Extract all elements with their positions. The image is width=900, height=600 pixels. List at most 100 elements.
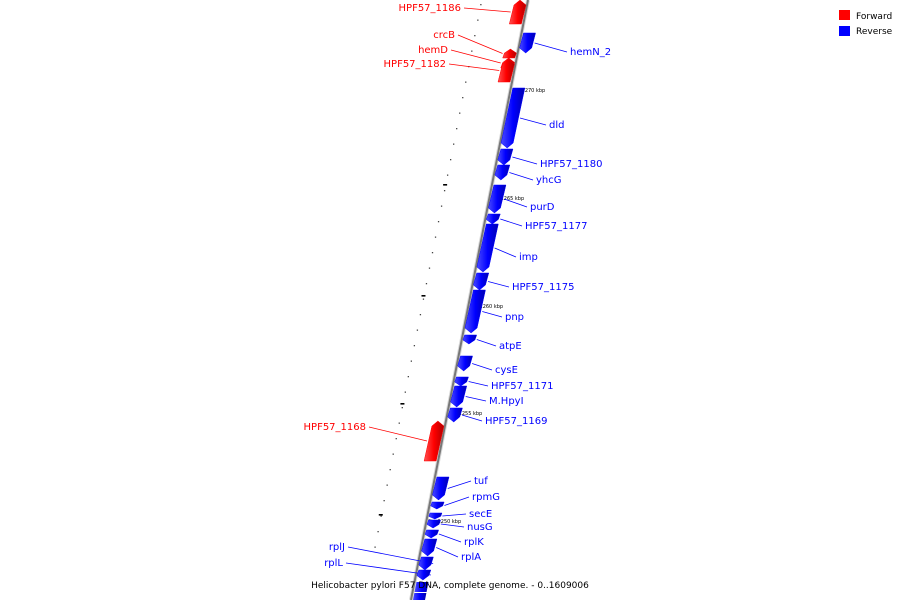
gene-purd[interactable]	[488, 184, 507, 214]
gene-label-rplk[interactable]: rplK	[464, 537, 484, 548]
genome-caption: Helicobacter pylori F57 DNA, complete ge…	[311, 581, 589, 591]
gene-cyse[interactable]	[457, 355, 473, 372]
leader-hpf57-1180	[512, 156, 538, 165]
legend-label-reverse: Reverse	[856, 27, 893, 37]
leader-atpe	[476, 339, 497, 347]
gene-label-hpf57-1186[interactable]: HPF57_1186	[399, 3, 461, 14]
gene-rpmg[interactable]	[430, 501, 445, 510]
gene-label-purd[interactable]: purD	[530, 202, 555, 213]
leader-rplk	[438, 533, 462, 543]
leader-rpmg	[444, 496, 470, 506]
leader-hpf57-1171	[468, 381, 489, 387]
leader-hpf57-1169	[461, 414, 483, 422]
gene-sece[interactable]	[428, 512, 443, 520]
tick-label: 1250 kbp	[438, 519, 462, 525]
track-dash	[400, 403, 405, 405]
track-dot	[380, 515, 382, 517]
gene-label-pnp[interactable]: pnp	[505, 312, 524, 323]
gene-label-hpf57-1175[interactable]: HPF57_1175	[512, 282, 574, 293]
gene-hpf57-1182[interactable]	[497, 58, 515, 83]
leader-hpf57-1175	[488, 281, 510, 288]
gene-imp[interactable]	[476, 223, 499, 273]
gene-label-rpmg[interactable]: rpmG	[472, 492, 500, 503]
leader-nusg	[440, 523, 465, 528]
leader-m-hpyi	[465, 396, 487, 402]
gene-label-cyse[interactable]: cysE	[495, 365, 518, 376]
track-dash	[421, 295, 426, 297]
gene-label-hpf57-1180[interactable]: HPF57_1180	[540, 159, 602, 170]
track-dot	[477, 19, 479, 21]
gene-label-rpla[interactable]: rplA	[461, 552, 481, 563]
gene-yhcg[interactable]	[494, 164, 511, 181]
gene-hpf57-1186[interactable]	[509, 0, 527, 25]
gene-rplk[interactable]	[424, 529, 440, 539]
gene-m-hpyi[interactable]	[450, 385, 468, 408]
gene-label-rplj[interactable]: rplJ	[329, 542, 345, 553]
leader-purd	[504, 198, 528, 208]
gene-hemn-2[interactable]	[519, 32, 536, 54]
track-dot	[428, 267, 431, 269]
track-dot	[471, 50, 473, 52]
leader-yhcg	[509, 172, 534, 181]
gene-label-hpf57-1182[interactable]: HPF57_1182	[384, 59, 446, 70]
gene-label-hpf57-1169[interactable]: HPF57_1169	[485, 416, 547, 427]
gene-hpf57-1171[interactable]	[454, 376, 469, 387]
outer-track-dots	[374, 4, 482, 548]
gene-fragment	[413, 593, 427, 600]
track-dot	[419, 314, 422, 316]
gene-label-hpf57-1171[interactable]: HPF57_1171	[491, 381, 553, 392]
legend-label-forward: Forward	[856, 12, 892, 22]
leader-rpll	[345, 562, 431, 576]
track-dot	[386, 484, 388, 486]
gene-label-sece[interactable]: secE	[469, 509, 492, 520]
gene-hpf57-1180[interactable]	[497, 148, 514, 166]
gene-dld[interactable]	[500, 87, 526, 149]
gene-label-m-hpyi[interactable]: M.HpyI	[489, 396, 524, 407]
gene-label-crcb[interactable]: crcB	[433, 30, 455, 41]
track-dot	[465, 81, 467, 83]
gene-rpla[interactable]	[421, 538, 438, 557]
gene-pnp[interactable]	[464, 289, 486, 334]
gene-hpf57-1168[interactable]	[423, 420, 445, 462]
track-dot	[449, 159, 452, 161]
gene-label-imp[interactable]: imp	[519, 252, 538, 263]
leader-hpf57-1177	[500, 218, 523, 227]
tick-label: 1255 kbp	[459, 411, 483, 417]
gene-crcb[interactable]	[502, 48, 517, 59]
gene-label-nusg[interactable]: nusG	[467, 522, 493, 533]
track-dot	[395, 438, 397, 440]
gene-rpll[interactable]	[416, 569, 432, 581]
leader-dld	[519, 117, 547, 126]
gene-hpf57-1175[interactable]	[473, 272, 490, 291]
track-dot	[434, 236, 437, 238]
tick-label: 1265 kbp	[501, 196, 525, 202]
track-dot	[456, 128, 458, 130]
track-dot	[383, 500, 385, 502]
gene-label-hpf57-1168[interactable]: HPF57_1168	[304, 422, 366, 433]
gene-label-hemn-2[interactable]: hemN_2	[570, 47, 611, 58]
leader-imp	[494, 247, 517, 258]
gene-features	[413, 0, 536, 600]
track-dot	[416, 329, 419, 331]
leader-hpf57-1186	[463, 7, 511, 13]
gene-hpf57-1177[interactable]	[486, 213, 501, 225]
gene-rplj[interactable]	[418, 556, 434, 571]
gene-label-rpll[interactable]: rplL	[324, 558, 343, 569]
legend-swatch-forward	[839, 10, 850, 20]
gene-label-yhcg[interactable]: yhcG	[536, 175, 562, 186]
gene-label-hemd[interactable]: hemD	[418, 45, 448, 56]
leader-hpf57-1182	[448, 63, 500, 71]
gene-label-tuf[interactable]: tuf	[474, 476, 488, 487]
track-dot	[413, 345, 416, 347]
gene-label-atpe[interactable]: atpE	[499, 341, 522, 352]
gene-tuf[interactable]	[432, 476, 450, 501]
gene-nusg[interactable]	[426, 519, 441, 529]
track-dot	[398, 422, 400, 424]
leader-crcb	[457, 34, 503, 54]
gene-atpe[interactable]	[462, 334, 478, 345]
gene-hpf57-1169[interactable]	[447, 407, 463, 423]
gene-label-hpf57-1177[interactable]: HPF57_1177	[525, 221, 587, 232]
gene-label-dld[interactable]: dld	[549, 120, 564, 131]
legend-swatch-reverse	[839, 26, 850, 36]
